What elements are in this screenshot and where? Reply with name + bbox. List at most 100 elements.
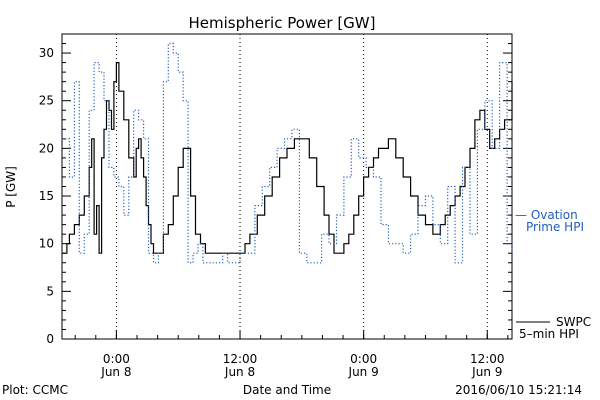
data-point-ovation	[277, 148, 278, 149]
data-point-swpc	[128, 157, 129, 158]
data-point-swpc	[363, 176, 364, 177]
data-point-ovation	[291, 129, 292, 130]
data-point-ovation	[239, 253, 240, 254]
data-point-swpc	[343, 243, 344, 244]
data-point-ovation	[410, 234, 411, 235]
data-point-swpc	[153, 253, 154, 254]
data-point-swpc	[190, 195, 191, 196]
data-point-ovation	[284, 138, 285, 139]
data-point-ovation	[168, 43, 169, 44]
data-point-ovation	[173, 53, 174, 54]
data-point-ovation	[148, 253, 149, 254]
x-tick-label-date: Jun 9	[348, 365, 379, 379]
data-point-ovation	[328, 243, 329, 244]
data-point-swpc	[91, 138, 92, 139]
data-point-ovation	[321, 234, 322, 235]
data-point-ovation	[118, 186, 119, 187]
data-point-swpc	[410, 195, 411, 196]
grid-lines	[115, 34, 488, 339]
data-point-ovation	[202, 262, 203, 263]
data-point-ovation	[163, 81, 164, 82]
data-point-swpc	[403, 176, 404, 177]
data-point-ovation	[128, 176, 129, 177]
data-point-ovation	[61, 138, 62, 139]
x-tick-label-time: 0:00	[103, 352, 130, 366]
data-point-ovation	[94, 62, 95, 63]
data-point-ovation	[227, 262, 228, 263]
x-tick-label-time: 12:00	[470, 352, 505, 366]
y-tick-label: 15	[39, 189, 54, 203]
timestamp: 2016/06/10 15:21:14	[455, 383, 582, 397]
data-point-ovation	[511, 253, 512, 254]
data-point-ovation	[143, 138, 144, 139]
data-point-swpc	[378, 148, 379, 149]
data-point-swpc	[249, 234, 250, 235]
data-point-swpc	[69, 234, 70, 235]
data-point-swpc	[440, 224, 441, 225]
data-point-swpc	[432, 234, 433, 235]
data-point-swpc	[328, 234, 329, 235]
x-tick-label-time: 12:00	[223, 352, 258, 366]
data-point-swpc	[89, 167, 90, 168]
data-point-ovation	[212, 262, 213, 263]
data-point-ovation	[74, 81, 75, 82]
data-point-swpc	[103, 129, 104, 130]
data-point-swpc	[74, 224, 75, 225]
data-point-ovation	[351, 138, 352, 139]
legend-swpc-line2: 5–min HPI	[519, 327, 579, 341]
data-point-swpc	[106, 100, 107, 101]
data-point-swpc	[272, 176, 273, 177]
data-point-swpc	[79, 215, 80, 216]
y-axis-label: P [GW]	[4, 166, 18, 208]
data-point-swpc	[113, 81, 114, 82]
data-point-swpc	[324, 215, 325, 216]
data-point-ovation	[388, 243, 389, 244]
data-point-swpc	[353, 215, 354, 216]
data-point-ovation	[469, 234, 470, 235]
data-point-swpc	[163, 234, 164, 235]
data-point-swpc	[133, 176, 134, 177]
data-point-swpc	[146, 205, 147, 206]
data-point-swpc	[136, 148, 137, 149]
data-point-ovation	[455, 262, 456, 263]
data-point-ovation	[103, 100, 104, 101]
data-point-swpc	[195, 234, 196, 235]
data-point-swpc	[479, 110, 480, 111]
data-point-swpc	[494, 138, 495, 139]
data-point-swpc	[150, 243, 151, 244]
data-point-swpc	[474, 119, 475, 120]
x-tick-label-date: Jun 8	[224, 365, 255, 379]
data-point-swpc	[279, 157, 280, 158]
data-point-ovation	[507, 243, 508, 244]
data-point-swpc	[425, 224, 426, 225]
x-tick-label-time: 0:00	[350, 352, 377, 366]
chart-title: Hemispheric Power [GW]	[189, 14, 376, 32]
data-point-ovation	[158, 253, 159, 254]
data-point-swpc	[84, 195, 85, 196]
data-point-swpc	[220, 253, 221, 254]
data-point-ovation	[138, 119, 139, 120]
data-point-ovation	[336, 215, 337, 216]
data-point-swpc	[116, 62, 117, 63]
data-point-ovation	[432, 224, 433, 225]
data-point-ovation	[207, 262, 208, 263]
plot-credit: Plot: CCMC	[2, 383, 68, 397]
data-point-swpc	[460, 186, 461, 187]
data-point-swpc	[333, 253, 334, 254]
data-point-ovation	[373, 176, 374, 177]
data-point-swpc	[445, 215, 446, 216]
x-tick-label-date: Jun 8	[100, 365, 131, 379]
data-point-swpc	[504, 119, 505, 120]
data-point-ovation	[447, 186, 448, 187]
x-axis-label: Date and Time	[243, 383, 331, 397]
data-point-ovation	[192, 253, 193, 254]
data-point-swpc	[309, 157, 310, 158]
data-point-ovation	[108, 167, 109, 168]
data-point-ovation	[113, 176, 114, 177]
data-point-swpc	[101, 157, 102, 158]
data-point-ovation	[299, 253, 300, 254]
data-point-swpc	[183, 148, 184, 149]
data-point-ovation	[84, 234, 85, 235]
